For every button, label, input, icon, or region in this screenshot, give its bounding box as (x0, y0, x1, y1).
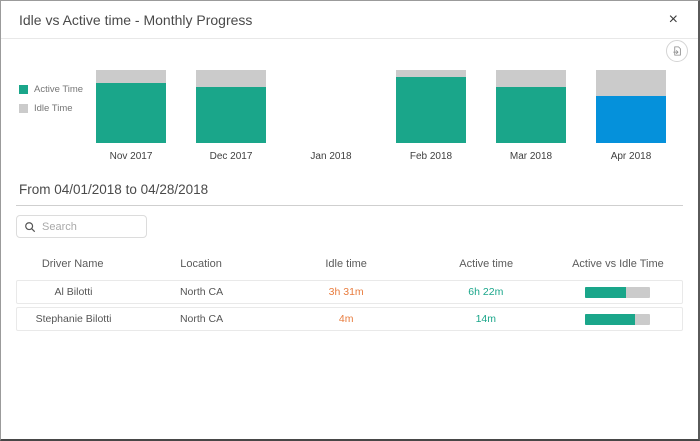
table-row[interactable]: Al Bilotti North CA 3h 31m 6h 22m (16, 280, 683, 304)
active-segment (596, 96, 666, 143)
column-header: Driver Name (41, 258, 104, 270)
legend-label: Active Time (34, 84, 84, 95)
active-time-cell: 6h 22m (468, 286, 504, 298)
ratio-bar (584, 313, 650, 325)
month-label: Feb 2018 (409, 151, 453, 162)
ratio-bar-fill (584, 313, 636, 325)
idle-segment (496, 70, 566, 87)
location-cell: North CA (179, 286, 224, 298)
dialog-header: Idle vs Active time - Monthly Progress × (1, 1, 698, 39)
chart-month-slot: Nov 2017 (81, 70, 181, 162)
close-icon[interactable]: × (668, 10, 678, 28)
idle-segment (396, 70, 466, 77)
chart-bar[interactable] (296, 70, 366, 143)
table-row[interactable]: Stephanie Bilotti North CA 4m 14m (16, 307, 683, 331)
active-segment (396, 76, 466, 143)
chart-month-slot: Feb 2018 (381, 70, 481, 162)
search-icon (24, 221, 36, 233)
active-vs-idle-cell (552, 313, 682, 325)
export-report-icon (671, 45, 683, 57)
month-label: Jan 2018 (310, 151, 352, 162)
table-header-row: Driver Name Location Idle time Active time A… (16, 249, 683, 280)
month-label: Apr 2018 (610, 151, 652, 162)
month-label: Nov 2017 (109, 151, 153, 162)
chart-month-slot: Jan 2018 (281, 70, 381, 162)
ratio-bar (584, 286, 650, 298)
ratio-bar-fill (584, 286, 627, 298)
idle-time-cell: 4m (338, 313, 354, 325)
column-header: Active time (459, 258, 514, 270)
column-header: Active vs Idle Time (572, 258, 664, 270)
chart-bar[interactable] (196, 70, 266, 143)
active-vs-idle-cell (552, 286, 682, 298)
location-cell: North CA (179, 313, 224, 325)
chart-month-slot: Apr 2018 (581, 70, 681, 162)
column-header: Location (180, 258, 222, 270)
chart-bar[interactable] (396, 70, 466, 143)
monthly-progress-chart: Active Time Idle Time Nov 2017 Dec 2017 Jan… (1, 39, 698, 167)
idle-segment (196, 70, 266, 87)
column-header: Idle time (325, 258, 367, 270)
search-box (16, 215, 147, 238)
active-segment (196, 86, 266, 143)
drivers-table: Driver Name Location Idle time Active time A… (16, 249, 683, 331)
idle-segment (596, 70, 666, 97)
legend-item: Active Time (19, 84, 83, 95)
legend-swatch-icon (19, 104, 28, 113)
chart-bar[interactable] (496, 70, 566, 143)
chart-plot: Nov 2017 Dec 2017 Jan 2018 Feb 2018 Mar 2018… (81, 70, 681, 162)
month-label: Dec 2017 (209, 151, 253, 162)
active-segment (496, 86, 566, 143)
chart-month-slot: Dec 2017 (181, 70, 281, 162)
chart-month-slot: Mar 2018 (481, 70, 581, 162)
driver-name-cell: Stephanie Bilotti (35, 313, 112, 325)
period-label: From 04/01/2018 to 04/28/2018 (19, 182, 209, 197)
legend-swatch-icon (19, 85, 28, 94)
legend-item: Idle Time (19, 103, 83, 114)
active-time-cell: 14m (475, 313, 497, 325)
period-heading: From 04/01/2018 to 04/28/2018 (16, 181, 683, 206)
chart-legend: Active Time Idle Time (19, 84, 83, 114)
driver-name-cell: Al Bilotti (54, 286, 93, 298)
search-input[interactable] (42, 220, 139, 233)
active-segment (96, 83, 166, 143)
month-label: Mar 2018 (509, 151, 553, 162)
export-button[interactable] (666, 40, 688, 62)
chart-bar[interactable] (96, 70, 166, 143)
chart-bar[interactable] (596, 70, 666, 143)
legend-label: Idle Time (34, 103, 73, 114)
table-body: Al Bilotti North CA 3h 31m 6h 22m Stephanie … (16, 280, 683, 331)
idle-segment (96, 70, 166, 84)
idle-time-cell: 3h 31m (328, 286, 364, 298)
dialog-title: Idle vs Active time - Monthly Progress (19, 11, 253, 28)
